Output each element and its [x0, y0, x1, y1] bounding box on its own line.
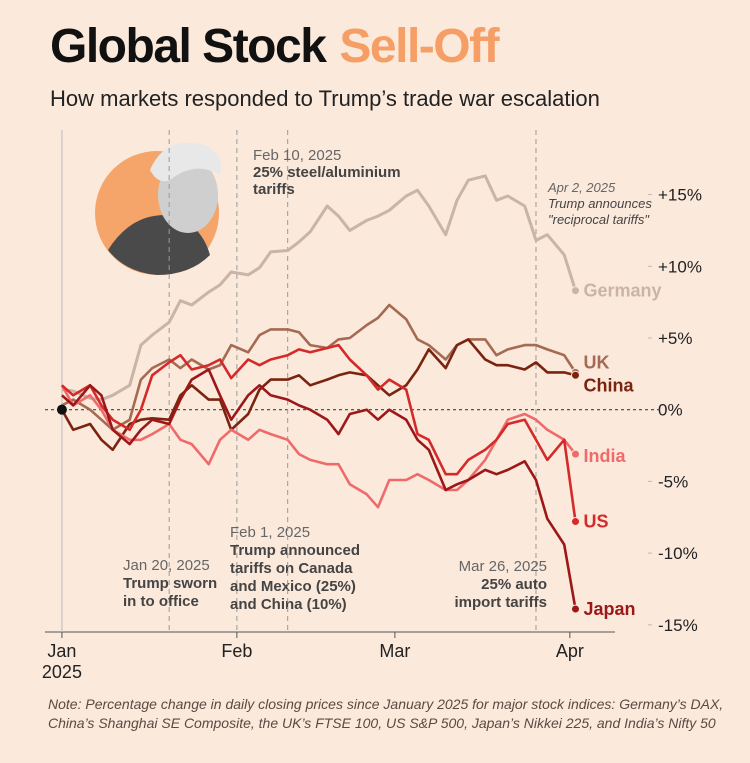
series-line [60, 338, 576, 452]
annotation-text: Trump sworn [123, 575, 217, 592]
annotation-text: "reciprocal tariffs" [548, 212, 650, 227]
chart-subtitle: How markets responded to Trump’s trade w… [50, 86, 600, 111]
y-tick-label: +10% [658, 257, 702, 276]
annotation-date: Mar 26, 2025 [459, 558, 547, 575]
series-label: China [583, 375, 634, 395]
y-tick-label: -10% [658, 544, 698, 563]
y-tick-label: -15% [658, 616, 698, 635]
y-tick-label: +15% [658, 186, 702, 205]
series-line [60, 384, 577, 509]
portrait [95, 142, 221, 275]
y-tick-label: -5% [658, 472, 688, 491]
annotation-text: tariffs on Canada [230, 560, 353, 577]
series-label: Japan [583, 599, 635, 619]
x-tick-label: Feb [221, 641, 252, 661]
annotation-date: Jan 20, 2025 [123, 557, 210, 574]
series-line [61, 343, 577, 522]
note: Note: Percentage change in daily closing… [48, 696, 724, 731]
end-marker [570, 370, 580, 380]
annotation-text: tariffs [253, 181, 295, 198]
end-marker [570, 604, 580, 614]
series-label: Germany [583, 281, 661, 301]
series-line [61, 174, 577, 402]
series-line [61, 303, 577, 432]
series-line [61, 368, 577, 610]
end-marker [570, 449, 580, 459]
annotation-text: import tariffs [454, 594, 547, 611]
x-tick-label: Mar [379, 641, 410, 661]
x-tick-label: Apr [556, 641, 584, 661]
annotation-text: 25% steel/aluminium [253, 164, 401, 181]
chart-title-highlight: Sell-Off [339, 20, 500, 73]
x-tick-label: Jan [47, 641, 76, 661]
annotation-text: Trump announced [230, 542, 360, 559]
end-marker [570, 517, 580, 527]
y-tick-label: 0% [658, 401, 683, 420]
series-label: UK [583, 352, 609, 372]
chart-title: Global Stock [50, 20, 327, 73]
series-label: India [583, 446, 626, 466]
end-marker [570, 286, 580, 296]
annotation-date: Feb 1, 2025 [230, 524, 310, 541]
annotation-date: Feb 10, 2025 [253, 147, 341, 164]
annotation-date: Apr 2, 2025 [547, 180, 616, 195]
annotation-text: in to office [123, 593, 199, 610]
x-axis-year: 2025 [42, 662, 82, 682]
portrait-hair [150, 142, 221, 182]
annotation-text: Trump announces [548, 196, 652, 211]
annotation-text: and China (10%) [230, 596, 347, 613]
annotation-text: and Mexico (25%) [230, 578, 356, 595]
plot-area: +15% +10% +5% 0% -5% -10% -15% Jan Feb Mar Apr 2025… [42, 130, 702, 682]
series-label: US [583, 512, 608, 532]
origin-marker [56, 404, 67, 415]
annotation-text: 25% auto [481, 576, 547, 593]
y-tick-label: +5% [658, 329, 693, 348]
